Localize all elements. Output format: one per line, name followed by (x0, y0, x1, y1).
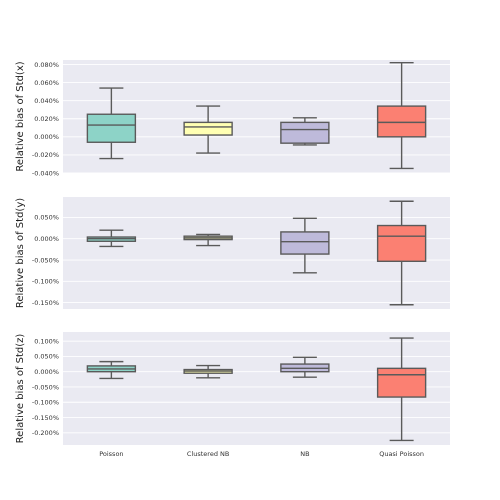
box-nb (280, 217, 330, 274)
y-tick-label: 0.000% (34, 235, 59, 243)
box-poisson (86, 87, 137, 160)
iqr-box (280, 121, 330, 144)
box-clustered-nb (183, 233, 233, 247)
y-axis-title: Relative bias of Std(x) (15, 61, 26, 171)
iqr-box (376, 224, 427, 263)
y-tick-label: 0.050% (34, 353, 59, 361)
y-tick-label: -0.100% (32, 278, 59, 286)
box-quasi-poisson (376, 337, 427, 442)
y-tick-label: -0.100% (32, 399, 59, 407)
box-quasi-poisson (376, 62, 427, 170)
x-tick-label: NB (300, 450, 309, 458)
box-clustered-nb (183, 364, 233, 379)
box-clustered-nb (183, 105, 233, 154)
iqr-box (280, 231, 330, 255)
iqr-box (376, 105, 427, 138)
x-tick-label: Quasi Poisson (379, 450, 424, 458)
y-tick-label: 0.080% (34, 61, 59, 69)
y-tick-label: -0.050% (32, 256, 59, 264)
y-tick-label: 0.000% (34, 368, 59, 376)
iqr-box (376, 367, 427, 398)
y-axis-title: Relative bias of Std(z) (15, 334, 26, 444)
y-tick-label: 0.040% (34, 97, 59, 105)
y-tick-label: 0.050% (34, 214, 59, 222)
x-tick-label: Clustered NB (187, 450, 229, 458)
iqr-box (183, 121, 233, 136)
x-tick-label: Poisson (99, 450, 123, 458)
panel-2: -0.150% -0.100% -0.050% 0.000% 0.050% Relativ… (15, 197, 450, 309)
y-tick-label: 0.020% (34, 115, 59, 123)
y-tick-label: -0.150% (32, 414, 59, 422)
y-axis-title: Relative bias of Std(y) (15, 198, 26, 308)
y-tick-label: -0.150% (32, 299, 59, 307)
iqr-box (86, 113, 137, 143)
box-poisson (86, 229, 137, 248)
box-nb (280, 117, 330, 146)
y-tick-label: -0.020% (32, 151, 59, 159)
panel-1: -0.040% -0.020% 0.000% 0.020% 0.040% 0.060% 0.… (15, 60, 450, 177)
y-tick-label: 0.000% (34, 133, 59, 141)
box-poisson (86, 360, 137, 380)
box-nb (280, 356, 330, 378)
y-tick-label: -0.040% (32, 169, 59, 177)
y-tick-label: -0.200% (32, 429, 59, 437)
box-quasi-poisson (376, 200, 427, 306)
y-tick-label: 0.060% (34, 79, 59, 87)
panel-3: -0.200% -0.150% -0.100% -0.050% 0.000% 0.050%… (15, 332, 450, 458)
y-tick-label: -0.050% (32, 383, 59, 391)
y-tick-label: 0.100% (34, 337, 59, 345)
